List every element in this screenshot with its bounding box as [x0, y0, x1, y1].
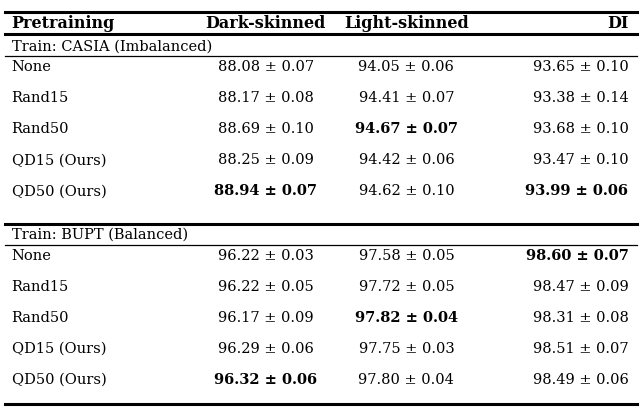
Text: 94.41 ± 0.07: 94.41 ± 0.07	[358, 91, 454, 105]
Text: 98.49 ± 0.06: 98.49 ± 0.06	[532, 373, 628, 387]
Text: None: None	[12, 60, 51, 74]
Text: 97.58 ± 0.05: 97.58 ± 0.05	[358, 249, 454, 263]
Text: 97.82 ± 0.04: 97.82 ± 0.04	[355, 311, 458, 325]
Text: None: None	[12, 249, 51, 263]
Text: Train: BUPT (Balanced): Train: BUPT (Balanced)	[12, 228, 188, 242]
Text: 97.80 ± 0.04: 97.80 ± 0.04	[358, 373, 454, 387]
Text: 96.32 ± 0.06: 96.32 ± 0.06	[214, 373, 317, 387]
Text: Light-skinned: Light-skinned	[344, 15, 468, 32]
Text: Rand50: Rand50	[12, 311, 69, 325]
Text: 93.99 ± 0.06: 93.99 ± 0.06	[525, 184, 628, 198]
Text: 96.22 ± 0.05: 96.22 ± 0.05	[218, 280, 314, 294]
Text: 93.38 ± 0.14: 93.38 ± 0.14	[532, 91, 628, 105]
Text: 93.65 ± 0.10: 93.65 ± 0.10	[532, 60, 628, 74]
Text: 96.17 ± 0.09: 96.17 ± 0.09	[218, 311, 314, 325]
Text: Pretraining: Pretraining	[12, 15, 115, 32]
Text: Rand50: Rand50	[12, 122, 69, 136]
Text: 96.29 ± 0.06: 96.29 ± 0.06	[218, 342, 314, 356]
Text: Train: CASIA (Imbalanced): Train: CASIA (Imbalanced)	[12, 40, 212, 53]
Text: Rand15: Rand15	[12, 91, 68, 105]
Text: Rand15: Rand15	[12, 280, 68, 294]
Text: 94.42 ± 0.06: 94.42 ± 0.06	[358, 153, 454, 167]
Text: 88.94 ± 0.07: 88.94 ± 0.07	[214, 184, 317, 198]
Text: QD15 (Ours): QD15 (Ours)	[12, 153, 106, 167]
Text: 97.72 ± 0.05: 97.72 ± 0.05	[358, 280, 454, 294]
Text: QD50 (Ours): QD50 (Ours)	[12, 373, 106, 387]
Text: 88.08 ± 0.07: 88.08 ± 0.07	[218, 60, 314, 74]
Text: Dark-skinned: Dark-skinned	[205, 15, 326, 32]
Text: QD50 (Ours): QD50 (Ours)	[12, 184, 106, 198]
Text: 88.17 ± 0.08: 88.17 ± 0.08	[218, 91, 314, 105]
Text: 93.68 ± 0.10: 93.68 ± 0.10	[532, 122, 628, 136]
Text: 98.60 ± 0.07: 98.60 ± 0.07	[525, 249, 628, 263]
Text: 88.25 ± 0.09: 88.25 ± 0.09	[218, 153, 314, 167]
Text: 98.51 ± 0.07: 98.51 ± 0.07	[533, 342, 628, 356]
Text: 94.67 ± 0.07: 94.67 ± 0.07	[355, 122, 458, 136]
Text: 94.62 ± 0.10: 94.62 ± 0.10	[358, 184, 454, 198]
Text: 96.22 ± 0.03: 96.22 ± 0.03	[218, 249, 314, 263]
Text: 88.69 ± 0.10: 88.69 ± 0.10	[218, 122, 314, 136]
Text: 97.75 ± 0.03: 97.75 ± 0.03	[358, 342, 454, 356]
Text: 98.47 ± 0.09: 98.47 ± 0.09	[532, 280, 628, 294]
Text: 93.47 ± 0.10: 93.47 ± 0.10	[533, 153, 628, 167]
Text: DI: DI	[607, 15, 628, 32]
Text: QD15 (Ours): QD15 (Ours)	[12, 342, 106, 356]
Text: 98.31 ± 0.08: 98.31 ± 0.08	[532, 311, 628, 325]
Text: 94.05 ± 0.06: 94.05 ± 0.06	[358, 60, 454, 74]
